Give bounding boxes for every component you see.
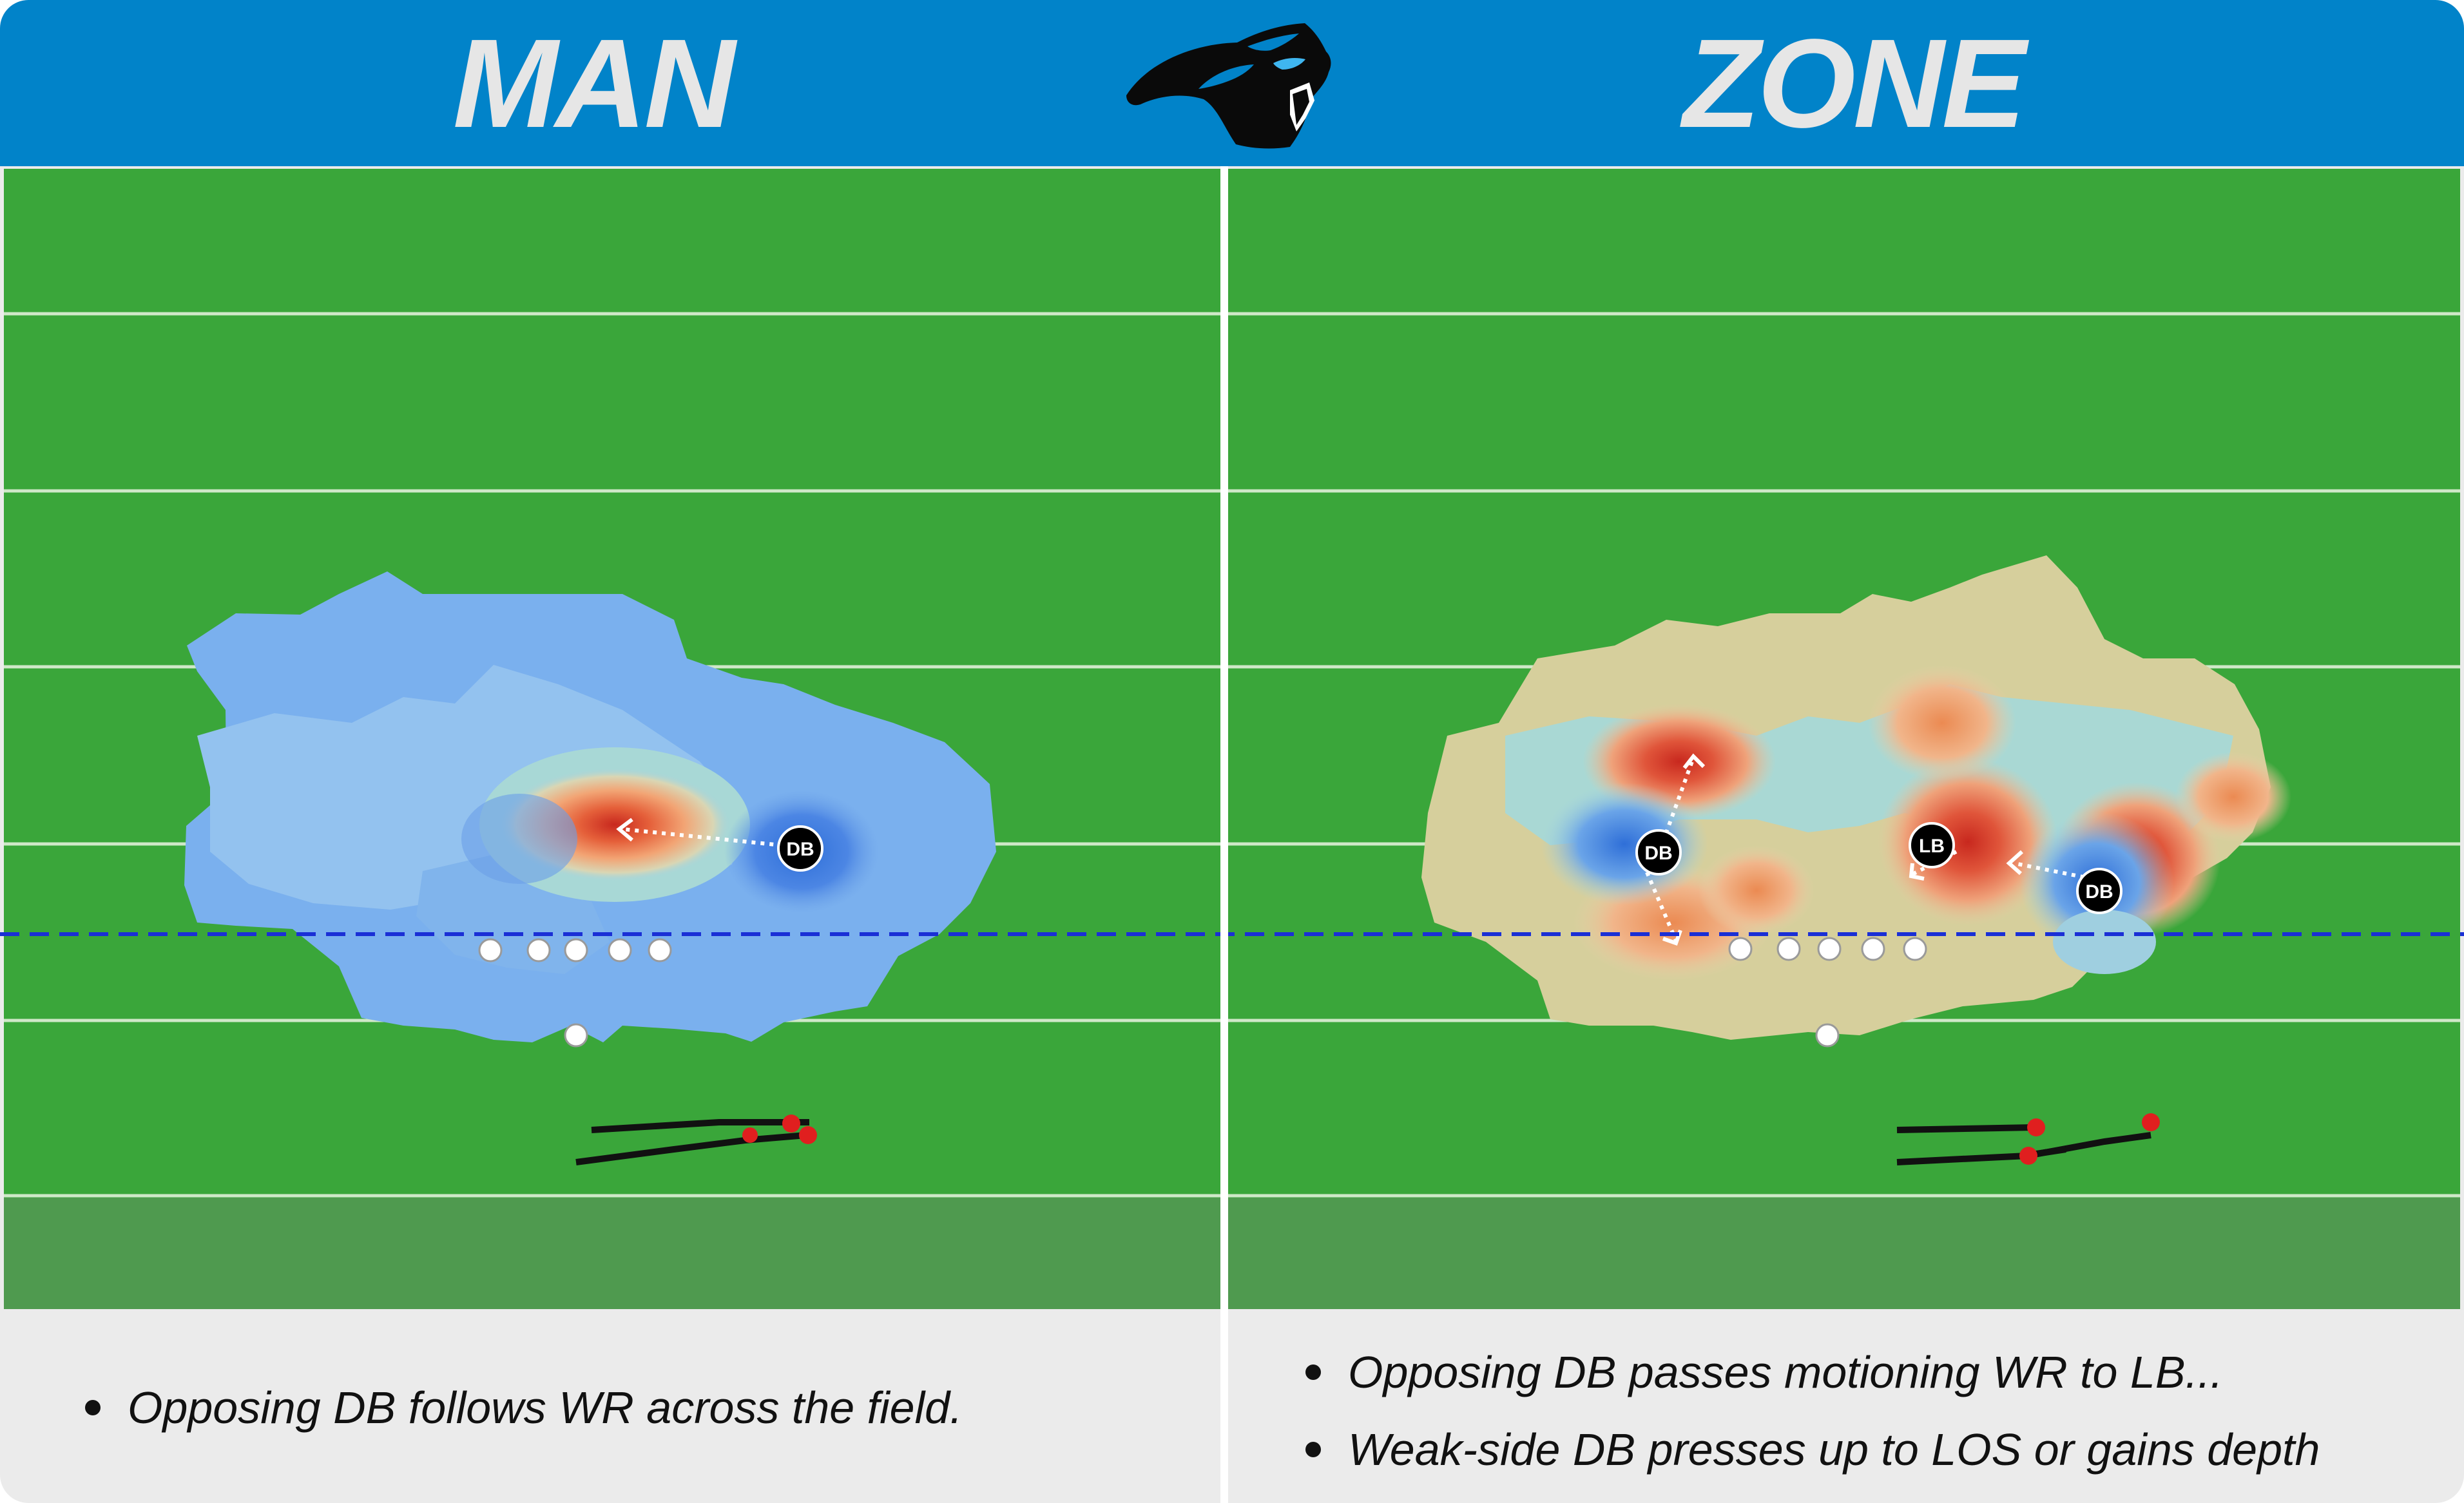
- zone-notes: Opposing DB passes motioning WR to LB...…: [1228, 1314, 2464, 1501]
- zone-cold-spot-1: [1541, 783, 1708, 905]
- qb-marker: [564, 1023, 588, 1048]
- offensive-line: [478, 938, 672, 1048]
- wr-motion-tracks: [1896, 1113, 2160, 1165]
- endzone: [4, 1198, 1220, 1309]
- zone-note-text-2: Weak-side DB presses up to LOS or gains …: [1348, 1424, 2320, 1475]
- man-cold-spot: [461, 794, 577, 884]
- zone-lb-label: LB: [1919, 836, 1945, 857]
- man-heatmap: DB: [4, 169, 1220, 1309]
- lineman-marker: [478, 938, 503, 962]
- zone-cold-spot-3: [2053, 910, 2156, 974]
- lineman-marker: [1861, 937, 1885, 961]
- wr-motion-tracks: [575, 1115, 817, 1165]
- line-of-scrimmage: [0, 932, 2464, 936]
- lineman-marker: [608, 938, 632, 962]
- zone-field: DB LB DB: [1228, 169, 2460, 1309]
- man-db-route-arrow: [616, 818, 633, 842]
- lineman-marker: [1817, 937, 1842, 961]
- zone-note-text-1: Opposing DB passes motioning WR to LB...: [1348, 1347, 2223, 1397]
- offensive-line: [1728, 937, 1927, 1048]
- man-note-text: Opposing DB follows WR across the field.: [128, 1383, 963, 1433]
- zone-db-strong-marker: DB: [1635, 829, 1682, 876]
- endzone: [1228, 1198, 2460, 1309]
- panel-divider: [1220, 166, 1228, 1503]
- qb-marker: [1815, 1023, 1840, 1048]
- zone-db-weak-label: DB: [2085, 881, 2113, 903]
- bullet-icon: [1305, 1442, 1321, 1457]
- panther-head-logo-icon: [1126, 23, 1331, 149]
- zone-hot-spot-2: [1878, 758, 2058, 926]
- zone-lb-marker: LB: [1909, 822, 1955, 868]
- zone-warm-spot-3: [1699, 845, 1814, 935]
- zone-warm-spot-4: [2175, 752, 2291, 842]
- zone-db-weak-marker: DB: [2076, 868, 2122, 914]
- zone-heatmap: DB LB DB: [1228, 169, 2460, 1309]
- zone-title: ZONE: [1682, 13, 2026, 154]
- lineman-marker: [564, 938, 588, 962]
- lineman-marker: [1903, 937, 1927, 961]
- lineman-marker: [526, 938, 551, 962]
- man-note-item: Opposing DB follows WR across the field.: [85, 1382, 963, 1433]
- zone-db-strong-label: DB: [1644, 843, 1672, 864]
- bullet-icon: [1305, 1364, 1321, 1380]
- man-title: MAN: [452, 13, 735, 154]
- header-bar: MAN ZONE: [0, 0, 2464, 166]
- lineman-marker: [1776, 937, 1801, 961]
- man-notes: Opposing DB follows WR across the field.: [0, 1314, 1220, 1501]
- zone-note-item: Opposing DB passes motioning WR to LB...: [1305, 1346, 2223, 1398]
- db-player-marker: DB: [777, 825, 823, 872]
- bullet-icon: [85, 1400, 101, 1415]
- lineman-marker: [648, 938, 672, 962]
- zone-player-markers: DB LB DB: [1635, 822, 2122, 914]
- db-player-label: DB: [786, 839, 814, 860]
- man-field: DB: [4, 169, 1220, 1309]
- man-db-route: [622, 827, 801, 849]
- lineman-marker: [1728, 937, 1753, 961]
- zone-note-item: Weak-side DB presses up to LOS or gains …: [1305, 1424, 2320, 1475]
- zone-warm-spot-1: [1868, 665, 2016, 781]
